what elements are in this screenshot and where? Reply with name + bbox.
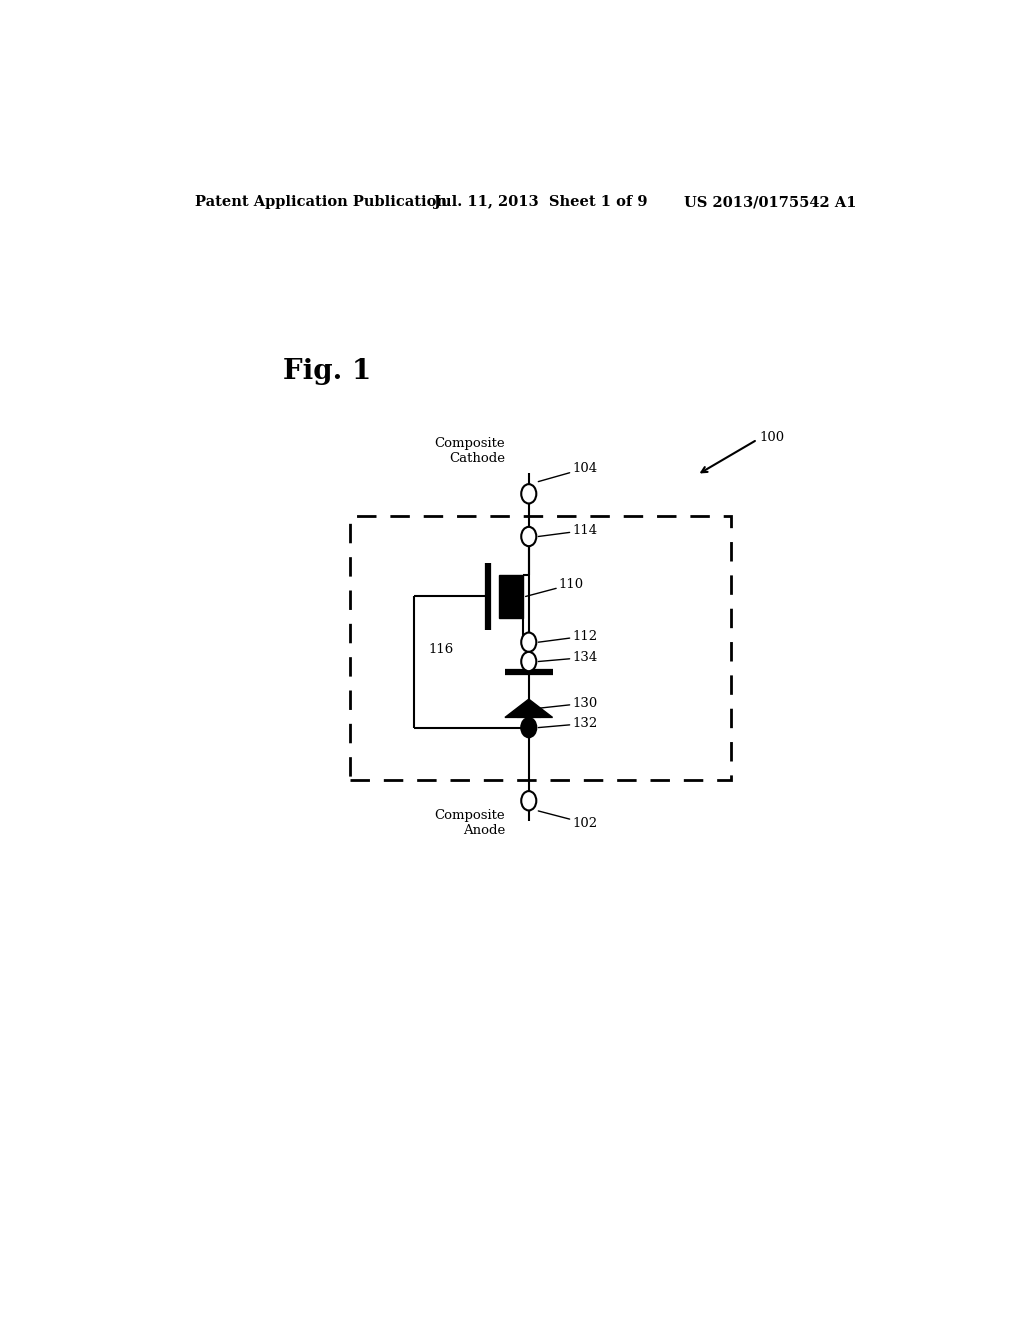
Circle shape: [521, 652, 537, 671]
Circle shape: [521, 484, 537, 503]
Text: 132: 132: [539, 717, 598, 730]
Circle shape: [521, 527, 537, 546]
Circle shape: [521, 632, 537, 652]
Text: 104: 104: [539, 462, 598, 482]
Text: 134: 134: [539, 651, 598, 664]
Bar: [500, 576, 523, 618]
Text: Composite
Cathode: Composite Cathode: [434, 437, 505, 466]
Text: Composite
Anode: Composite Anode: [434, 809, 505, 837]
Text: Jul. 11, 2013  Sheet 1 of 9: Jul. 11, 2013 Sheet 1 of 9: [433, 195, 647, 209]
Polygon shape: [505, 700, 553, 718]
Text: 102: 102: [539, 810, 598, 830]
Circle shape: [521, 718, 537, 738]
Text: 114: 114: [539, 524, 598, 537]
Text: Patent Application Publication: Patent Application Publication: [196, 195, 447, 209]
Text: 116: 116: [428, 643, 454, 656]
Text: 110: 110: [525, 578, 584, 597]
Text: Fig. 1: Fig. 1: [283, 358, 371, 385]
Text: 100: 100: [760, 432, 784, 445]
Circle shape: [521, 791, 537, 810]
Text: 130: 130: [539, 697, 598, 710]
Text: US 2013/0175542 A1: US 2013/0175542 A1: [684, 195, 856, 209]
Text: 112: 112: [539, 630, 598, 643]
